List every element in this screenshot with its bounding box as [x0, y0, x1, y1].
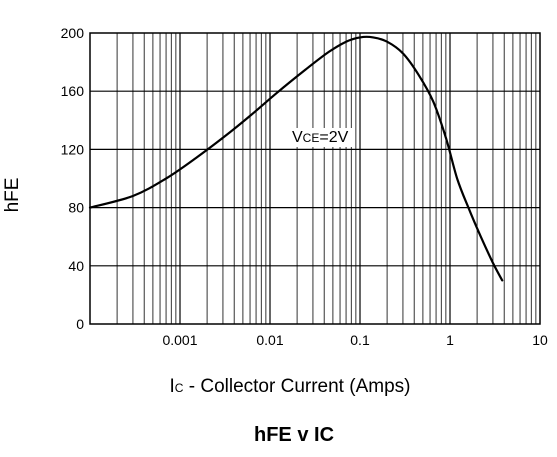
title-b: v [292, 424, 314, 446]
vce-annotation: VCE=2V [292, 129, 349, 146]
chart-title: hFE v IC [254, 424, 334, 446]
y-axis-label: hFE [2, 178, 23, 213]
x-tick-label: 0.1 [350, 332, 370, 348]
x-axis-label: IC - Collector Current (Amps) [170, 376, 411, 397]
x-tick-label: 0.001 [162, 332, 197, 348]
xlabel-sym: I [170, 376, 175, 397]
title-a: hFE [254, 424, 292, 446]
y-tick-label: 160 [61, 83, 85, 99]
y-tick-label: 40 [68, 258, 84, 274]
x-tick-label: 10 [532, 332, 548, 348]
x-tick-label: 1 [446, 332, 454, 348]
y-tick-labels: 0 40 80 120 160 200 [61, 25, 85, 332]
major-grid [90, 33, 540, 324]
y-tick-label: 80 [68, 200, 84, 216]
plot-frame [89, 32, 541, 325]
minor-grid [116, 33, 537, 324]
annotation-background [288, 128, 353, 147]
x-tick-label: 0.01 [256, 332, 283, 348]
anno-sym: V [292, 129, 303, 146]
xlabel-rest: - Collector Current (Amps) [183, 376, 410, 397]
title-c: IC [314, 424, 334, 446]
anno-sub: CE [303, 131, 320, 145]
series-line [88, 35, 504, 282]
y-tick-label: 200 [61, 25, 85, 41]
y-tick-label: 0 [76, 316, 84, 332]
y-tick-label: 120 [61, 141, 85, 157]
x-tick-labels: 0.001 0.01 0.1 1 10 [162, 332, 548, 348]
xlabel-sub: C [175, 381, 184, 395]
anno-rest: =2V [319, 129, 348, 146]
